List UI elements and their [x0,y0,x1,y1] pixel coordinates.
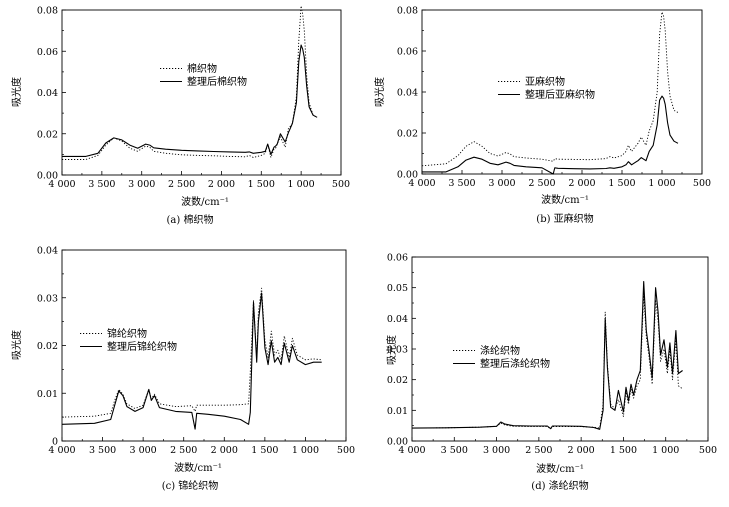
panel-caption: (c) 锦纶织物 [162,479,219,492]
series-line-treated [422,95,679,175]
x-tick-label: 1 000 [652,445,679,456]
chart-panel-b: 4 000 3 500 3 000 2 500 2 000 1 500 1 000 500 0.… [373,6,711,226]
y-tick-label: 0.00 [37,171,58,182]
x-axis-label: 波数/cm⁻¹ [181,195,229,208]
y-tick-label: 0.02 [37,129,58,140]
y-tick-label: 0.02 [37,341,58,352]
x-tick-label: 1 000 [648,178,675,189]
series-line-original [62,5,318,160]
legend-label: 整理后棉织物 [187,75,247,88]
x-tick-label: 3 000 [488,178,515,189]
x-tick-label: 3 500 [89,445,116,456]
legend-label: 整理后涤纶织物 [480,357,550,370]
plot-frame [61,249,347,442]
x-tick-label: 3 500 [88,179,115,190]
y-tick-label: 0.06 [37,47,58,58]
y-tick-label: 0.04 [37,246,58,257]
series-line-treated [61,292,322,430]
y-tick-label: 0 [52,437,58,448]
series-line-treated [411,280,683,430]
series-line-original [421,11,679,167]
y-axis-label: 吸光度 [373,77,386,107]
chart-panel-a: 4 000 3 500 3 000 2 500 2 000 1 500 1 000 500 0.… [10,5,350,226]
x-tick-label: 500 [337,445,355,456]
legend-label: 棉织物 [187,62,217,75]
panel-caption: (b) 亚麻织物 [536,212,593,225]
y-tick-label: 0.08 [397,6,418,17]
x-tick-label: 3 000 [130,445,157,456]
y-axis-label: 吸光度 [385,335,398,365]
x-tick-label: 1 000 [292,445,319,456]
x-tick-label: 2 000 [211,445,238,456]
y-tick-label: 0.01 [387,406,408,417]
x-tick-label: 2 000 [208,179,235,190]
x-tick-label: 4 000 [48,179,75,190]
x-axis-label: 波数/cm⁻¹ [174,461,222,474]
y-tick-label: 0.04 [397,88,418,99]
y-tick-label: 0.06 [397,47,418,58]
y-axis-label: 吸光度 [10,77,23,107]
x-tick-label: 4 000 [398,445,425,456]
y-tick-label: 0.06 [387,253,408,264]
legend-label: 亚麻织物 [525,75,565,88]
y-tick-label: 0.02 [387,375,408,386]
y-axis-label: 吸光度 [10,330,23,360]
y-tick-label: 0.00 [387,437,408,448]
x-tick-label: 1 000 [288,179,315,190]
x-tick-label: 2 500 [525,445,552,456]
x-tick-label: 3 500 [448,178,475,189]
x-tick-label: 2 000 [568,178,595,189]
y-tick-label: 0.05 [387,283,408,294]
series-line-original [411,293,683,430]
y-tick-label: 0.03 [387,345,408,356]
x-tick-label: 2 500 [528,178,555,189]
x-tick-label: 3 000 [128,179,155,190]
x-axis-label: 波数/cm⁻¹ [541,193,589,206]
y-tick-label: 0.03 [37,293,58,304]
x-tick-label: 1 500 [251,445,278,456]
x-tick-label: 4 000 [48,445,75,456]
x-tick-label: 2 500 [170,445,197,456]
legend-label: 涤纶织物 [480,344,520,357]
plot-frame [411,256,709,442]
panel-caption: (d) 涤纶织物 [531,479,588,492]
legend-label: 锦纶织物 [107,327,147,340]
x-tick-label: 2 000 [568,445,595,456]
x-tick-label: 500 [332,179,350,190]
y-tick-label: 0.08 [37,6,58,17]
x-tick-label: 500 [693,178,711,189]
x-tick-label: 1 500 [610,445,637,456]
y-tick-label: 0.00 [397,170,418,181]
x-tick-label: 3 500 [441,445,468,456]
y-tick-label: 0.02 [397,129,418,140]
x-axis-label: 波数/cm⁻¹ [536,462,584,475]
legend-label: 整理后锦纶织物 [107,340,177,353]
chart-panel-d: 4 000 3 500 3 000 2 500 2 000 1 500 1 000 500 0.… [385,253,717,493]
x-tick-label: 500 [699,445,717,456]
series-line-treated [62,44,318,157]
series-line-original [61,287,322,418]
x-tick-label: 1 500 [248,179,275,190]
y-tick-label: 0.01 [37,389,58,400]
y-tick-label: 0.04 [37,88,58,99]
y-tick-label: 0.04 [387,314,408,325]
panel-caption: (a) 棉织物 [167,213,214,226]
x-tick-label: 1 500 [608,178,635,189]
x-tick-label: 3 000 [483,445,510,456]
chart-panel-c: 4 000 3 500 3 000 2 500 2 000 1 500 1 000 500 0 0… [10,246,355,493]
legend-label: 整理后亚麻织物 [525,88,595,101]
x-tick-label: 2 500 [168,179,195,190]
x-tick-label: 4 000 [408,178,435,189]
